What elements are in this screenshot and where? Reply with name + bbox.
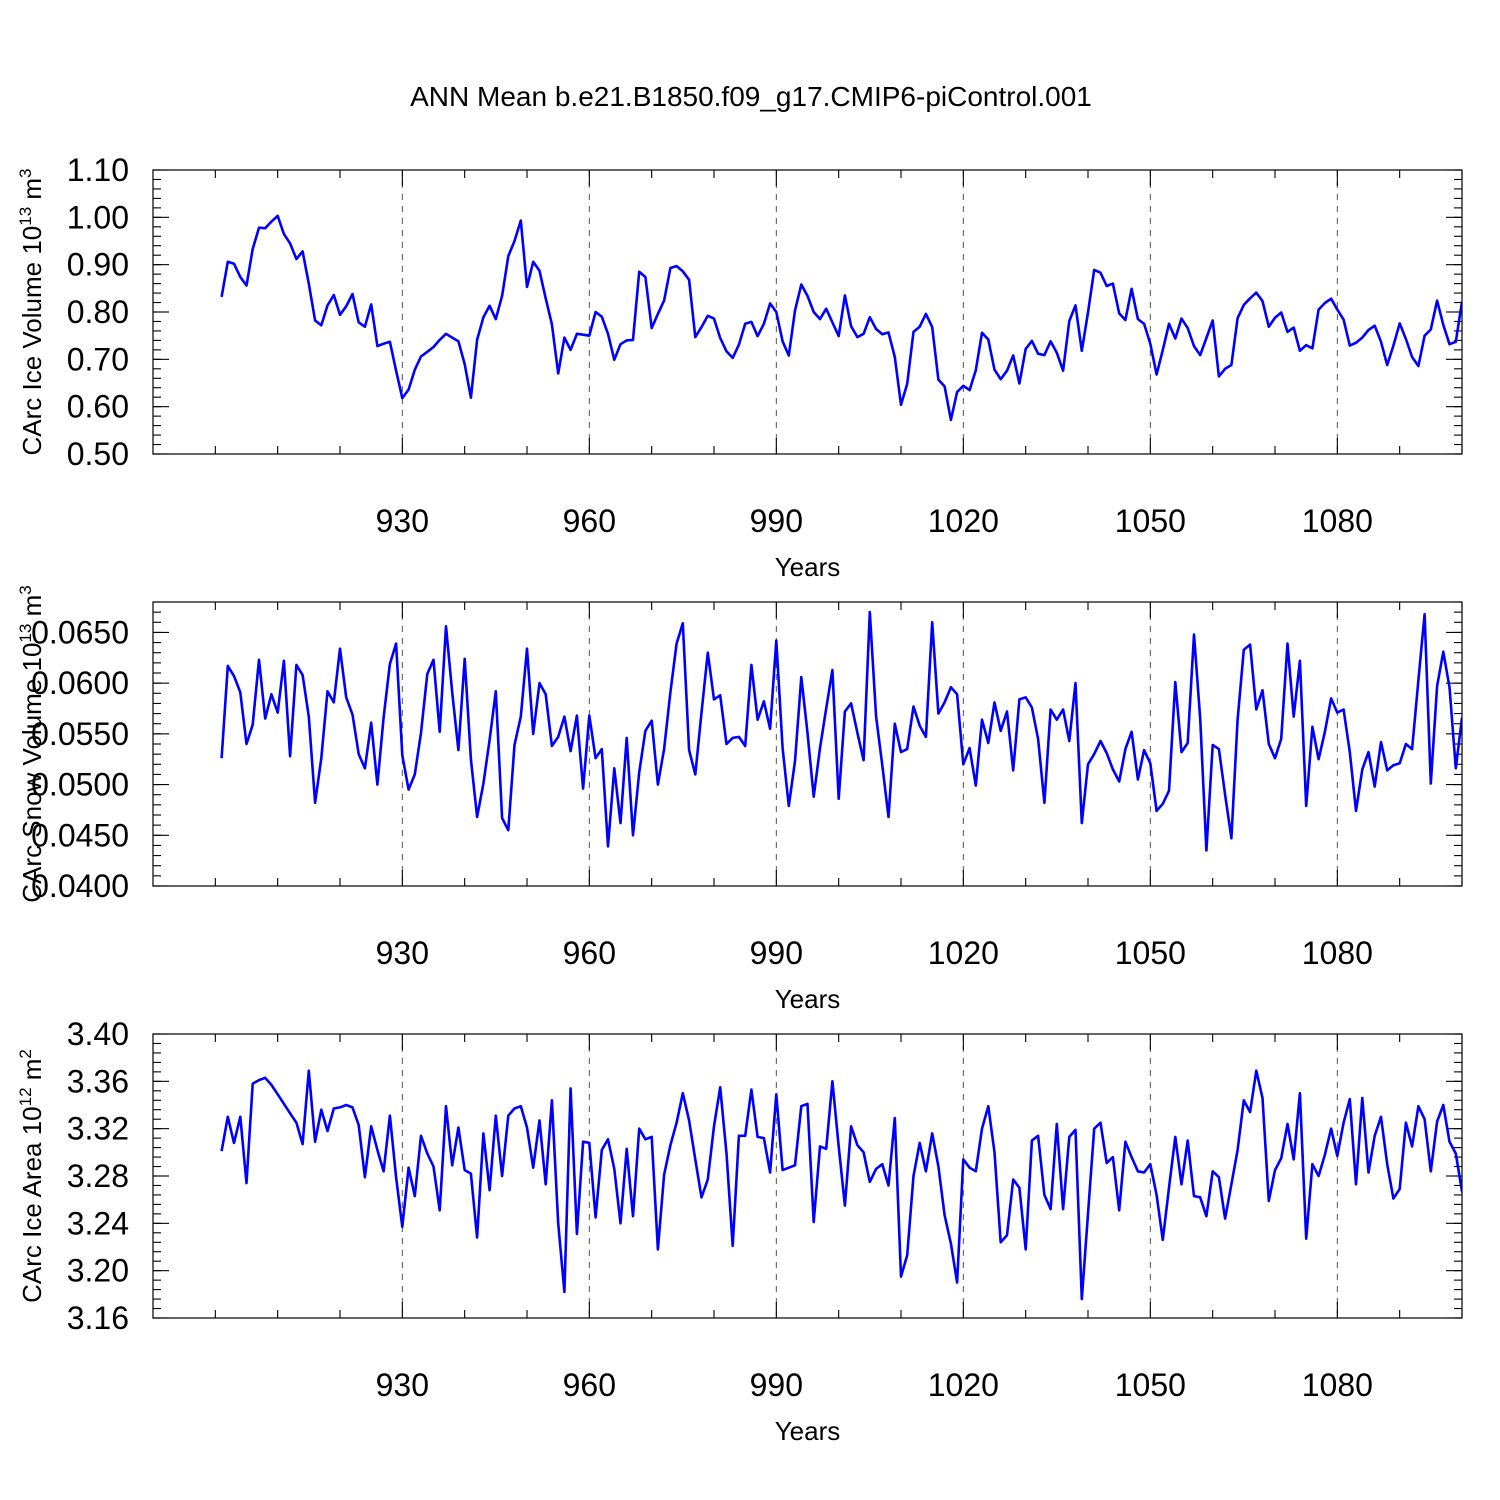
x-tick-label: 1080 <box>1302 935 1373 971</box>
y-axis-label: CArc Snow Volume 1013 m3 <box>16 585 47 902</box>
x-tick-label: 990 <box>750 935 803 971</box>
y-tick-label: 3.24 <box>67 1205 129 1241</box>
x-tick-label: 930 <box>376 1367 429 1403</box>
y-tick-label: 3.28 <box>67 1158 129 1194</box>
plot-frame <box>152 601 1463 887</box>
x-tick-label: 1080 <box>1302 1367 1373 1403</box>
y-tick-label: 0.90 <box>67 247 129 283</box>
x-tick-label: 960 <box>563 1367 616 1403</box>
y-tick-label: 0.0450 <box>31 817 129 853</box>
y-tick-label: 3.36 <box>67 1063 129 1099</box>
y-tick-label: 1.00 <box>67 199 129 235</box>
y-tick-label: 0.0500 <box>31 767 129 803</box>
y-axis-label: CArc Ice Area 1012 m2 <box>16 1049 47 1303</box>
x-tick-label: 1020 <box>928 1367 999 1403</box>
x-tick-label: 990 <box>750 1367 803 1403</box>
plot-frame <box>152 1033 1463 1319</box>
y-tick-label: 0.80 <box>67 294 129 330</box>
series-line <box>220 610 1462 852</box>
y-tick-label: 0.70 <box>67 341 129 377</box>
panel-3: 3.16 3.20 3.24 3.28 3.32 3.36 3.40 930 960 990 102… <box>16 1016 1463 1446</box>
panel-2: 0.0400 0.0450 0.0500 0.0550 0.0600 0.0650 930 9… <box>16 585 1463 1014</box>
x-tick-label: 1050 <box>1115 935 1186 971</box>
plot-frame <box>152 169 1463 455</box>
y-tick-label: 0.0400 <box>31 868 129 904</box>
x-tick-label: 1050 <box>1115 1367 1186 1403</box>
y-tick-label: 0.0650 <box>31 614 129 650</box>
x-axis-label: Years <box>775 552 841 582</box>
y-axis-label: CArc Ice Volume 1013 m3 <box>16 168 47 455</box>
x-tick-label: 1020 <box>928 503 999 539</box>
y-tick-label: 0.0550 <box>31 716 129 752</box>
x-tick-label: 1020 <box>928 935 999 971</box>
y-tick-label: 3.32 <box>67 1111 129 1147</box>
panel-1: 0.50 0.60 0.70 0.80 0.90 1.00 1.10 930 960 990 102… <box>16 152 1463 582</box>
y-tick-label: 0.60 <box>67 389 129 425</box>
x-axis-label: Years <box>775 984 841 1014</box>
panels: 0.50 0.60 0.70 0.80 0.90 1.00 1.10 930 960 990 102… <box>16 152 1463 1446</box>
series-line <box>220 1069 1462 1301</box>
x-tick-label: 930 <box>376 503 429 539</box>
x-tick-label: 960 <box>563 935 616 971</box>
chart-title: ANN Mean b.e21.B1850.f09_g17.CMIP6-piCon… <box>410 81 1092 112</box>
y-tick-label: 0.50 <box>67 436 129 472</box>
series-line <box>220 214 1462 422</box>
y-tick-label: 3.20 <box>67 1253 129 1289</box>
x-axis-label: Years <box>775 1416 841 1446</box>
y-tick-label: 1.10 <box>67 152 129 188</box>
y-tick-label: 3.16 <box>67 1300 129 1336</box>
x-tick-label: 1050 <box>1115 503 1186 539</box>
y-tick-label: 0.0600 <box>31 665 129 701</box>
x-tick-label: 1080 <box>1302 503 1373 539</box>
x-tick-label: 990 <box>750 503 803 539</box>
x-tick-label: 960 <box>563 503 616 539</box>
x-tick-label: 930 <box>376 935 429 971</box>
y-tick-label: 3.40 <box>67 1016 129 1052</box>
